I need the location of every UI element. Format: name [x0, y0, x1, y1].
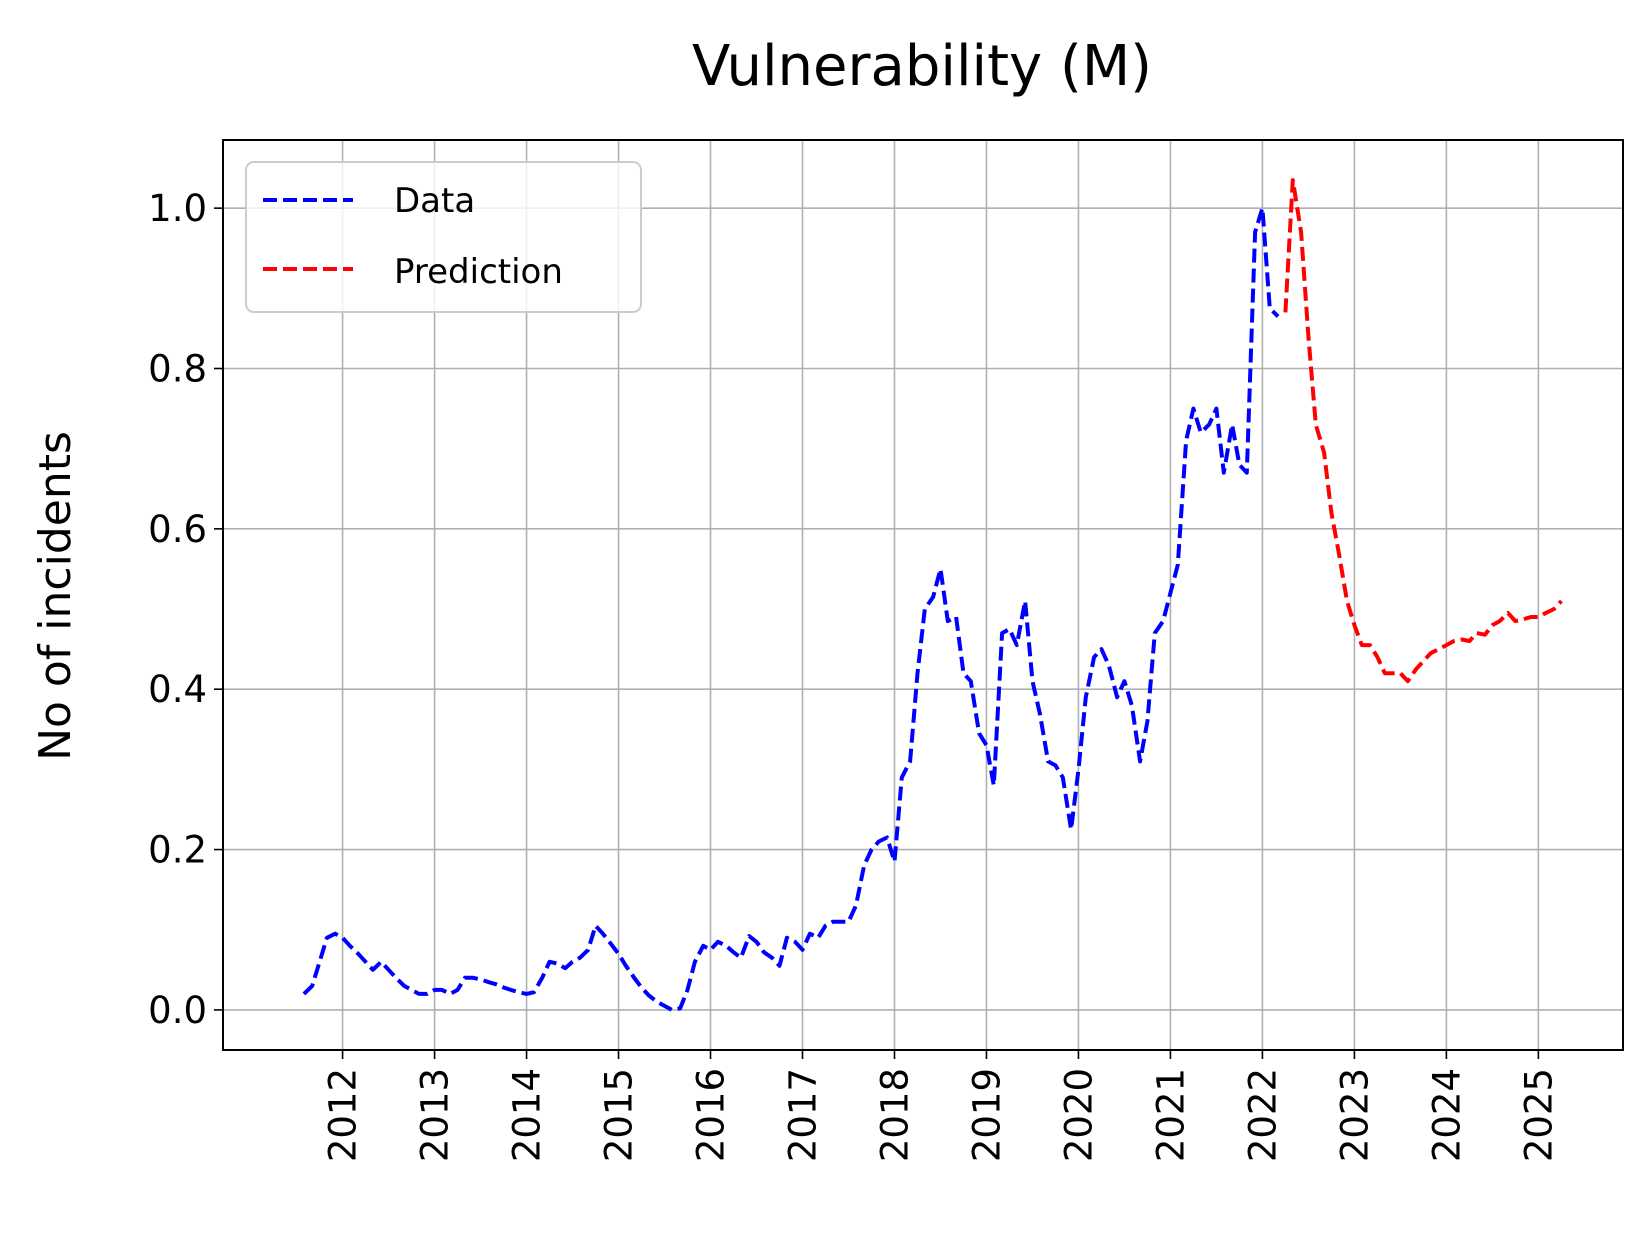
x-tick-label: 2016	[690, 1068, 733, 1162]
x-tick-label: 2012	[322, 1068, 365, 1162]
y-tick-label: 0.4	[148, 668, 207, 711]
x-tick-label: 2024	[1425, 1068, 1468, 1162]
legend: Data Prediction	[245, 161, 642, 313]
x-tick-label: 2022	[1241, 1068, 1284, 1162]
x-tick-label: 2013	[414, 1068, 457, 1162]
grid-lines	[223, 140, 1623, 1050]
y-tick-label: 1.0	[148, 187, 207, 230]
y-tick-label: 0.6	[148, 508, 207, 551]
legend-label-prediction: Prediction	[394, 252, 563, 292]
x-tick-label: 2015	[598, 1068, 641, 1162]
x-tick-label: 2025	[1517, 1068, 1560, 1162]
x-tick-label: 2018	[873, 1068, 916, 1162]
x-tick-label: 2017	[782, 1068, 825, 1162]
y-tick-label: 0.8	[148, 348, 207, 391]
plot-frame	[222, 139, 1624, 1051]
x-tick-label: 2019	[965, 1068, 1008, 1162]
axis-ticks: 2012 2013 2014 2015 2016 2017 2018 2019 2020 2021…	[148, 187, 1560, 1162]
y-axis-label: No of incidents	[30, 431, 81, 761]
y-tick-label: 0.2	[148, 829, 207, 872]
x-tick-label: 2014	[506, 1068, 549, 1162]
chart-title: Vulnerability (M)	[692, 34, 1152, 99]
x-tick-label: 2020	[1057, 1068, 1100, 1162]
legend-label-data: Data	[394, 181, 475, 221]
x-tick-label: 2023	[1333, 1068, 1376, 1162]
series-line-data	[302, 206, 1280, 1012]
series-line-prediction	[1283, 178, 1563, 684]
y-tick-label: 0.0	[148, 989, 207, 1032]
series-layer	[302, 178, 1563, 1012]
x-tick-label: 2021	[1149, 1068, 1192, 1162]
